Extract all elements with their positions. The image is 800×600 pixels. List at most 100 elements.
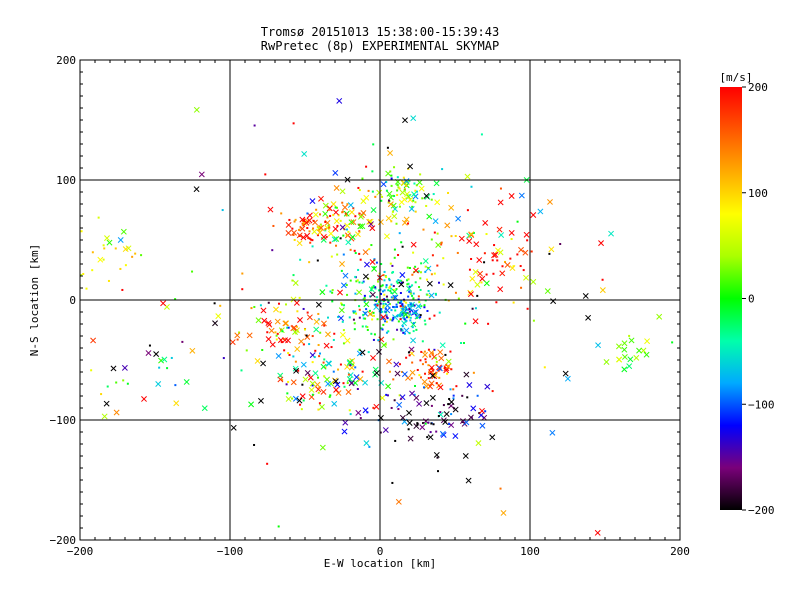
data-point-dot [391, 319, 394, 322]
data-point-x [334, 381, 341, 388]
data-point-x [504, 262, 511, 268]
data-point-dot [416, 422, 419, 425]
data-point-dot [374, 286, 377, 289]
data-point-dot [282, 338, 285, 341]
data-point-dot [379, 309, 382, 312]
data-point-dot [491, 390, 494, 393]
data-point-dot [393, 256, 396, 259]
data-point-dot [501, 265, 504, 268]
data-point-x [303, 219, 310, 226]
data-point-dot [381, 310, 384, 313]
data-point-dot [392, 305, 395, 308]
data-point-x [246, 332, 253, 339]
data-point-dot [381, 316, 384, 319]
data-point-dot [327, 224, 330, 227]
data-point-x [500, 509, 507, 516]
colorbar [720, 87, 742, 510]
data-point-dot [408, 308, 411, 311]
data-point-x [145, 350, 152, 357]
data-point-dot [442, 404, 445, 407]
data-point-x [212, 320, 218, 327]
data-point-dot [331, 289, 334, 292]
data-point-x [427, 434, 434, 441]
data-point-dot [380, 308, 383, 311]
data-point-dot [316, 234, 319, 237]
data-point-dot [392, 289, 395, 292]
data-point-x [439, 430, 446, 437]
data-point-dot [397, 186, 400, 189]
data-point-dot [343, 304, 346, 307]
data-point-x [325, 331, 331, 338]
data-point-dot [381, 284, 384, 287]
data-point-dot [393, 298, 396, 301]
data-point-x [198, 171, 205, 178]
data-point-x [293, 299, 300, 306]
data-point-dot [414, 189, 417, 192]
y-tick-label: −100 [50, 414, 77, 427]
data-point-x [594, 529, 601, 536]
data-point-dot [378, 300, 381, 303]
data-point-dot [336, 224, 339, 227]
data-point-dot [419, 314, 422, 317]
data-point-dot [324, 220, 327, 223]
data-point-x [318, 224, 325, 231]
data-point-dot [376, 304, 379, 307]
data-point-dot [386, 394, 389, 397]
data-point-dot [370, 332, 373, 335]
data-point-dot [450, 413, 453, 416]
data-point-dot [426, 309, 429, 312]
data-point-dot [103, 247, 106, 250]
data-point-dot [383, 270, 386, 273]
data-point-dot [311, 384, 314, 387]
data-point-dot [419, 359, 422, 362]
data-point-x [411, 191, 418, 198]
data-point-dot [80, 274, 83, 277]
data-point-dot [442, 257, 445, 260]
data-point-dot [302, 224, 305, 227]
data-point-dot [332, 338, 335, 341]
data-point-x [333, 386, 340, 393]
data-point-x [392, 294, 399, 301]
data-point-dot [293, 220, 296, 223]
data-point-dot [322, 361, 325, 364]
data-point-x [364, 261, 370, 268]
data-point-x [497, 199, 504, 206]
data-point-dot [297, 228, 300, 231]
data-point-x [338, 315, 344, 322]
data-point-dot [119, 267, 122, 270]
data-point-dot [379, 302, 382, 305]
data-point-dot [390, 220, 393, 223]
data-point-dot [519, 265, 522, 268]
data-point-dot [397, 279, 400, 282]
data-point-dot [628, 334, 631, 337]
data-point-dot [319, 352, 322, 355]
data-point-x [643, 351, 650, 358]
data-point-dot [454, 291, 457, 294]
data-point-dot [418, 374, 421, 377]
data-point-x [267, 206, 274, 213]
data-point-dot [472, 231, 475, 234]
data-point-x [391, 288, 398, 295]
data-point-x [268, 327, 275, 334]
data-point-x [110, 365, 117, 372]
data-point-dot [345, 234, 348, 237]
data-point-x [509, 265, 516, 272]
data-point-dot [345, 214, 348, 217]
data-point-dot [365, 308, 368, 311]
data-point-dot [328, 208, 331, 211]
data-point-dot [376, 318, 379, 321]
data-point-dot [317, 312, 320, 315]
data-point-dot [510, 238, 513, 241]
data-point-x [380, 314, 387, 321]
data-point-dot [131, 255, 134, 258]
data-point-dot [402, 314, 405, 317]
data-point-dot [393, 306, 396, 309]
data-point-x [347, 202, 354, 209]
data-point-dot [442, 283, 445, 286]
data-point-dot [241, 272, 244, 275]
data-point-x [347, 372, 354, 379]
data-point-dot [358, 305, 361, 308]
data-point-x [401, 219, 408, 226]
data-point-x [344, 222, 351, 229]
data-point-x [479, 422, 486, 429]
